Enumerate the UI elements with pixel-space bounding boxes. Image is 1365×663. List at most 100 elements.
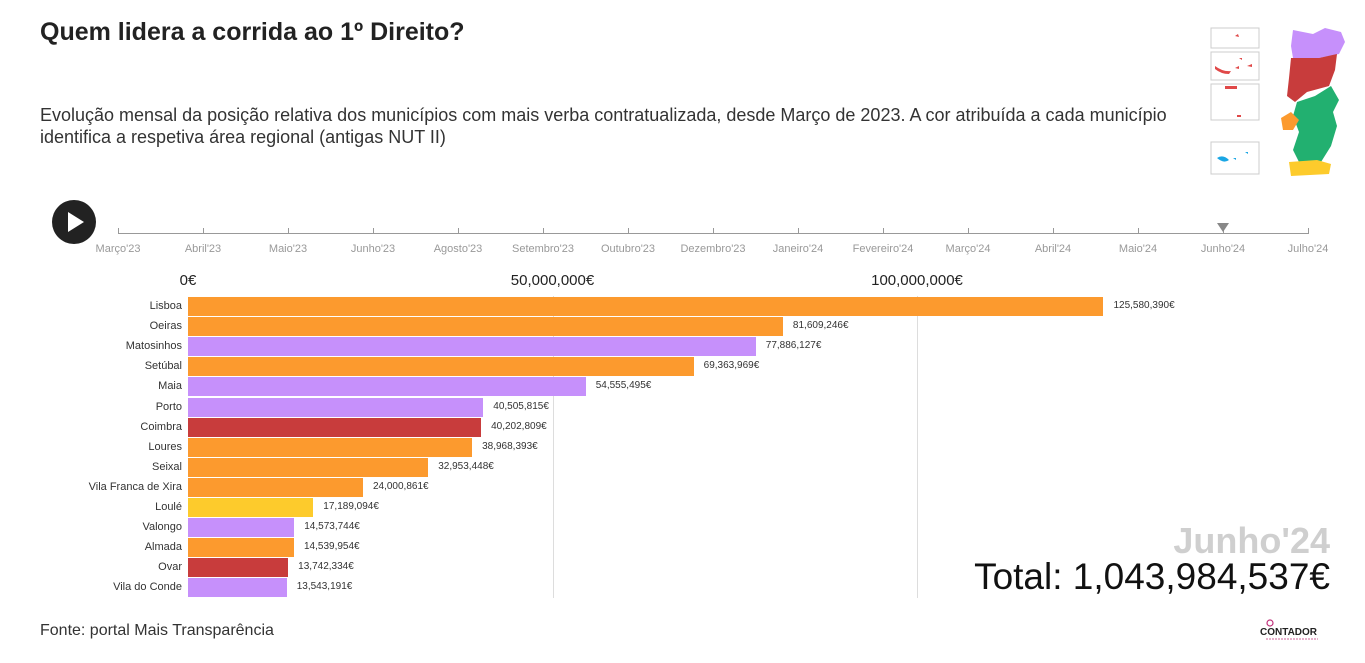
category-label: Coimbra <box>140 420 182 433</box>
bar[interactable] <box>188 477 363 497</box>
value-label: 40,202,809€ <box>491 420 547 432</box>
play-button[interactable] <box>52 200 96 244</box>
value-label: 17,189,094€ <box>323 501 379 512</box>
timeline-tick <box>628 228 629 234</box>
bar[interactable] <box>188 317 783 337</box>
timeline-label[interactable]: Junho'24 <box>1200 243 1246 255</box>
x-tick-label: 50,000,000€ <box>510 272 595 289</box>
timeline-tick <box>118 228 119 234</box>
timeline-label[interactable]: Julho'24 <box>1287 243 1329 255</box>
value-label: 14,573,744€ <box>304 521 360 533</box>
bar-row: Coimbra 40,202,809€ <box>0 417 1365 437</box>
timeline-label[interactable]: Maio'24 <box>1118 243 1158 255</box>
current-period-label: Junho'24 <box>1173 520 1330 561</box>
bar-row: Valongo 14,573,744€ <box>0 517 1365 538</box>
bar-row: Setúbal 69,363,969€ <box>0 356 1365 377</box>
bar-row: Loulé 17,189,094€ <box>0 497 1365 517</box>
category-label: Almada <box>144 541 182 554</box>
timeline-label[interactable]: Janeiro'24 <box>772 243 824 255</box>
bar[interactable] <box>188 357 694 377</box>
timeline-label[interactable]: Setembro'23 <box>511 243 575 255</box>
category-label: Vila Franca de Xira <box>88 480 182 493</box>
timeline-label[interactable]: Fevereiro'24 <box>852 243 914 255</box>
portugal-region-map <box>1210 27 1345 176</box>
bar[interactable] <box>188 578 287 598</box>
category-label: Lisboa <box>149 300 182 312</box>
timeline-tick <box>543 228 544 234</box>
total-label: Total: 1,043,984,537€ <box>974 556 1330 597</box>
category-label: Loures <box>148 440 182 453</box>
timeline-label[interactable]: Março'23 <box>95 243 141 255</box>
contador-logo: CONTADOR <box>1260 619 1318 640</box>
timeline-tick <box>458 228 459 234</box>
bar-row: Vila do Conde 13,543,191€ <box>0 577 1365 598</box>
value-label: 69,363,969€ <box>703 360 760 372</box>
bar[interactable] <box>188 538 294 558</box>
value-label: 32,953,448€ <box>438 460 494 472</box>
timeline-tick <box>373 228 374 234</box>
value-label: 38,968,393€ <box>482 440 538 452</box>
timeline-label[interactable]: Março'24 <box>945 243 991 255</box>
value-label: 40,505,815€ <box>493 400 549 412</box>
bar[interactable] <box>188 437 473 457</box>
timeline-label[interactable]: Maio'23 <box>268 243 308 255</box>
bar[interactable] <box>188 397 484 417</box>
timeline-tick <box>203 228 204 234</box>
timeline-tick <box>288 228 289 234</box>
bar-row: Vila Franca de Xira 24,000,861€ <box>0 477 1365 497</box>
timeline-tick <box>1308 228 1309 234</box>
timeline-current-marker[interactable] <box>1217 223 1229 232</box>
bar-row: Maia 54,555,495€ <box>0 376 1365 397</box>
category-label: Valongo <box>142 521 182 534</box>
value-label: 54,555,495€ <box>595 380 652 392</box>
timeline-tick <box>798 228 799 234</box>
value-label: 24,000,861€ <box>372 480 429 492</box>
gridline <box>552 296 554 598</box>
category-label: Maia <box>158 380 182 393</box>
bar-row: Almada 14,539,954€ <box>0 537 1365 558</box>
bar[interactable] <box>188 457 429 477</box>
gridline <box>917 296 918 598</box>
bar[interactable] <box>188 377 586 397</box>
bar[interactable] <box>188 337 756 357</box>
timeline-label[interactable]: Abril'24 <box>1034 243 1072 255</box>
value-label: 125,580,390€ <box>1113 300 1175 311</box>
timeline-label[interactable]: Abril'23 <box>184 243 222 255</box>
category-label: Porto <box>155 400 182 413</box>
bar-row: Matosinhos 77,886,127€ <box>0 336 1365 357</box>
value-label: 13,543,191€ <box>296 581 353 593</box>
chart-subtitle: Evolução mensal da posição relativa dos … <box>40 105 1167 147</box>
bar-row: Ovar 13,742,334€ <box>0 557 1365 578</box>
category-label: Loulé <box>155 501 182 513</box>
bar[interactable] <box>188 498 314 517</box>
timeline-tick <box>1053 228 1054 234</box>
source-note: Fonte: portal Mais Transparência <box>40 622 274 639</box>
bar[interactable] <box>188 518 295 538</box>
x-tick-label: 0€ <box>179 272 197 289</box>
bar[interactable] <box>188 417 482 437</box>
timeline-tick <box>1138 228 1139 234</box>
timeline-tick <box>713 228 714 234</box>
timeline-label[interactable]: Dezembro'23 <box>680 243 746 255</box>
bar-row: Seixal 32,953,448€ <box>0 457 1365 477</box>
category-label: Vila do Conde <box>113 581 182 594</box>
value-label: 77,886,127€ <box>765 340 822 352</box>
bar[interactable] <box>188 297 1104 316</box>
bar-row: Loures 38,968,393€ <box>0 437 1365 457</box>
timeline-label[interactable]: Junho'23 <box>350 243 396 255</box>
category-label: Oeiras <box>149 320 182 333</box>
category-label: Setúbal <box>144 360 182 373</box>
category-label: Ovar <box>158 561 182 574</box>
bar-row: Oeiras 81,609,246€ <box>0 316 1365 337</box>
value-label: 14,539,954€ <box>303 541 360 553</box>
timeline-slider[interactable]: Março'23 Abril'23 Maio'23 Junho'23 Agosto'23… <box>0 215 1365 265</box>
timeline-label[interactable]: Agosto'23 <box>433 243 483 255</box>
timeline-tick <box>968 228 969 234</box>
svg-text:CONTADOR: CONTADOR <box>1260 627 1318 638</box>
bar[interactable] <box>188 558 289 578</box>
timeline-label[interactable]: Outubro'23 <box>600 243 656 255</box>
value-label: 81,609,246€ <box>792 320 849 332</box>
bar-row: Lisboa 125,580,390€ <box>0 296 1365 316</box>
value-label: 13,742,334€ <box>298 561 354 573</box>
chart-title: Quem lidera a corrida ao 1º Direito? <box>40 18 465 46</box>
